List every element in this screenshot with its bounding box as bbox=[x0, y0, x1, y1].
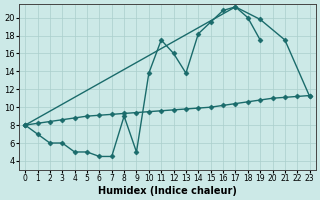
X-axis label: Humidex (Indice chaleur): Humidex (Indice chaleur) bbox=[98, 186, 237, 196]
